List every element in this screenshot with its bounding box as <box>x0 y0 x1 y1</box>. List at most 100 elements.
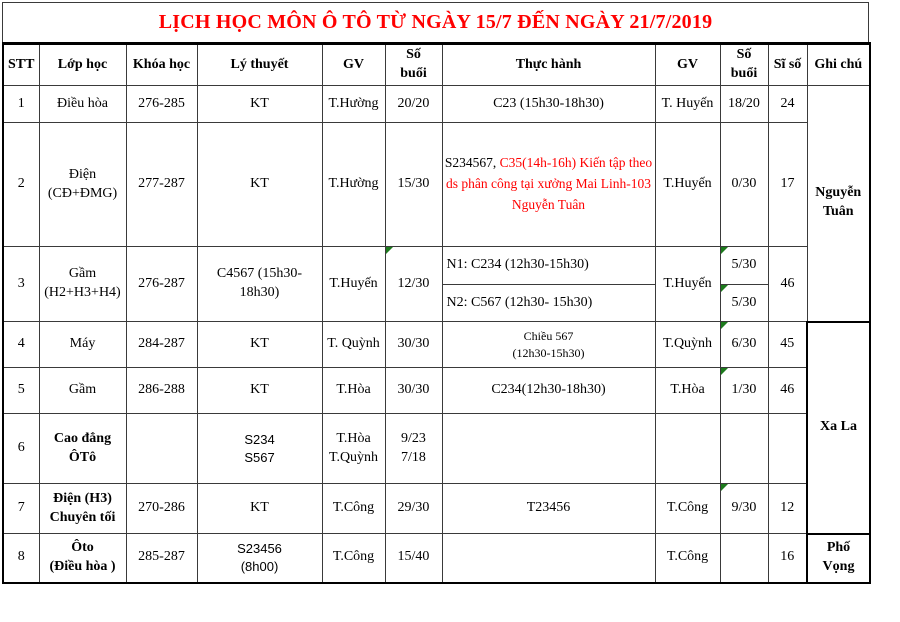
r7-stt: 7 <box>2 483 40 534</box>
r8-stt: 8 <box>2 533 40 583</box>
r4-thuc-hanh: Chiều 567 (12h30-15h30) <box>441 321 656 368</box>
r3-gv2: T.Huyến <box>654 246 721 322</box>
r2-so-buoi1: 15/30 <box>384 122 443 247</box>
col-header-thuc-hanh: Thực hành <box>441 43 656 86</box>
r8-so-buoi2 <box>719 533 769 583</box>
r8-gv2: T.Công <box>654 533 721 583</box>
r6-gv1: T.Hòa T.Quỳnh <box>321 413 386 484</box>
schedule-sheet: LỊCH HỌC MÔN Ô TÔ TỪ NGÀY 15/7 ĐẾN NGÀY … <box>2 2 871 584</box>
r7-so-buoi1: 29/30 <box>384 483 443 534</box>
r2-thuc-hanh: S234567, C35(14h-16h) Kiến tập theo ds p… <box>441 122 656 247</box>
r5-stt: 5 <box>2 367 40 414</box>
r8-si-so: 16 <box>767 533 808 583</box>
r5-khoa-hoc: 286-288 <box>125 367 198 414</box>
table-row-7: 7 Điện (H3) Chuyên tối 270-286 KT T.Công… <box>2 483 870 534</box>
r6-so-buoi1: 9/23 7/18 <box>384 413 443 484</box>
r1-so-buoi1: 20/20 <box>384 85 443 123</box>
excel-error-marker-icon <box>721 247 728 254</box>
r2-so-buoi2: 0/30 <box>719 122 769 247</box>
r5-lop-hoc: Gầm <box>38 367 127 414</box>
r1-ly-thuyet: KT <box>196 85 323 123</box>
r4-stt: 4 <box>2 321 40 368</box>
r2-gv2: T.Huyến <box>654 122 721 247</box>
r7-thuc-hanh: T23456 <box>441 483 656 534</box>
r7-lop-hoc: Điện (H3) Chuyên tối <box>38 483 127 534</box>
r7-gv2: T.Công <box>654 483 721 534</box>
r6-stt: 6 <box>2 413 40 484</box>
col-header-si-so: Sĩ số <box>767 43 808 86</box>
r8-khoa-hoc: 285-287 <box>125 533 198 583</box>
r3-stt: 3 <box>2 246 40 322</box>
r8-thuc-hanh <box>441 533 656 583</box>
note-xa-la: Xa La <box>806 320 871 535</box>
r3-so-buoi2-n2: 5/30 <box>719 284 769 322</box>
r6-khoa-hoc <box>125 413 198 484</box>
r5-si-so: 46 <box>767 367 808 414</box>
excel-error-marker-icon <box>721 484 728 491</box>
r5-so-buoi2-value: 1/30 <box>731 382 757 398</box>
excel-error-marker-icon <box>386 247 393 254</box>
r2-lop-hoc: Điện (CĐ+ĐMG) <box>38 122 127 247</box>
r4-ly-thuyet: KT <box>196 321 323 368</box>
col-header-so-buoi2: Số buổi <box>719 43 769 86</box>
col-header-gv2: GV <box>654 43 721 86</box>
r8-so-buoi1: 15/40 <box>384 533 443 583</box>
r7-si-so: 12 <box>767 483 808 534</box>
schedule-table: STT Lớp học Khóa học Lý thuyết GV Số buổ… <box>2 42 871 584</box>
col-header-khoa-hoc: Khóa học <box>125 43 198 86</box>
r3-si-so: 46 <box>767 246 808 322</box>
r1-si-so: 24 <box>767 85 808 123</box>
r1-gv1: T.Hường <box>321 85 386 123</box>
r6-lop-hoc: Cao đẳng ÔTô <box>38 413 127 484</box>
r2-thuc-hanh-note-red: C35(14h-16h) Kiến tập theo ds phân công … <box>446 155 653 212</box>
r2-ly-thuyet: KT <box>196 122 323 247</box>
r6-thuc-hanh <box>441 413 656 484</box>
r1-lop-hoc: Điều hòa <box>38 85 127 123</box>
table-row-1: 1 Điều hòa 276-285 KT T.Hường 20/20 C23 … <box>2 85 871 322</box>
r7-khoa-hoc: 270-286 <box>125 483 198 534</box>
r2-thuc-hanh-code: S234567, <box>444 155 497 171</box>
r5-so-buoi2: 1/30 <box>719 367 769 414</box>
r4-gv1: T. Quỳnh <box>321 321 386 368</box>
r3-so-buoi2-n2-value: 5/30 <box>731 294 757 310</box>
r4-khoa-hoc: 284-287 <box>125 321 198 368</box>
r7-so-buoi2-value: 9/30 <box>731 500 757 516</box>
col-header-gv1: GV <box>321 43 386 86</box>
table-row-3b: N2: C567 (12h30- 15h30) 5/30 <box>3 284 870 322</box>
r4-si-so: 45 <box>767 321 808 368</box>
r6-so-buoi2 <box>719 413 769 484</box>
r8-ly-thuyet: S23456 (8h00) <box>196 533 323 583</box>
table-row-4: 4 Máy 284-287 KT T. Quỳnh 30/30 Chiều 56… <box>2 320 871 535</box>
r3-lop-hoc: Gầm (H2+H3+H4) <box>38 246 127 322</box>
r7-gv1: T.Công <box>321 483 386 534</box>
col-header-stt: STT <box>2 43 40 86</box>
r7-ly-thuyet: KT <box>196 483 323 534</box>
col-header-ly-thuyet: Lý thuyết <box>196 43 323 86</box>
r5-gv2: T.Hòa <box>654 367 721 414</box>
r3-so-buoi2-n1: 5/30 <box>719 246 769 285</box>
r3-so-buoi1: 12/30 <box>384 246 443 322</box>
r3-thuc-hanh-n1: N1: C234 (12h30-15h30) <box>441 246 656 285</box>
table-row-5: 5 Gầm 286-288 KT T.Hòa 30/30 C234(12h30-… <box>2 367 870 414</box>
r2-gv1: T.Hường <box>321 122 386 247</box>
table-row-6: 6 Cao đẳng ÔTô S234 S567 T.Hòa T.Quỳnh 9… <box>2 413 870 484</box>
r4-lop-hoc: Máy <box>38 321 127 368</box>
table-row-3a: 3 Gầm (H2+H3+H4) 276-287 C4567 (15h30-18… <box>2 246 870 322</box>
excel-error-marker-icon <box>721 368 728 375</box>
r1-gv2: T. Huyến <box>654 85 721 123</box>
page-title: LỊCH HỌC MÔN Ô TÔ TỪ NGÀY 15/7 ĐẾN NGÀY … <box>2 2 869 42</box>
excel-error-marker-icon <box>721 322 728 329</box>
col-header-so-buoi1: Số buổi <box>384 43 443 86</box>
r6-ly-thuyet: S234 S567 <box>196 413 323 484</box>
r2-stt: 2 <box>2 122 40 247</box>
table-row-8: 8 Ôto (Điều hòa ) 285-287 S23456 (8h00) … <box>2 532 871 584</box>
excel-error-marker-icon <box>721 285 728 292</box>
r1-khoa-hoc: 276-285 <box>125 85 198 123</box>
r6-gv2 <box>654 413 721 484</box>
r8-lop-hoc: Ôto (Điều hòa ) <box>38 533 127 583</box>
r1-stt: 1 <box>2 85 40 123</box>
note-pho-vong: Phố Vọng <box>806 532 871 584</box>
header-row: STT Lớp học Khóa học Lý thuyết GV Số buổ… <box>2 43 871 86</box>
col-header-lop-hoc: Lớp học <box>38 43 127 86</box>
r5-gv1: T.Hòa <box>321 367 386 414</box>
